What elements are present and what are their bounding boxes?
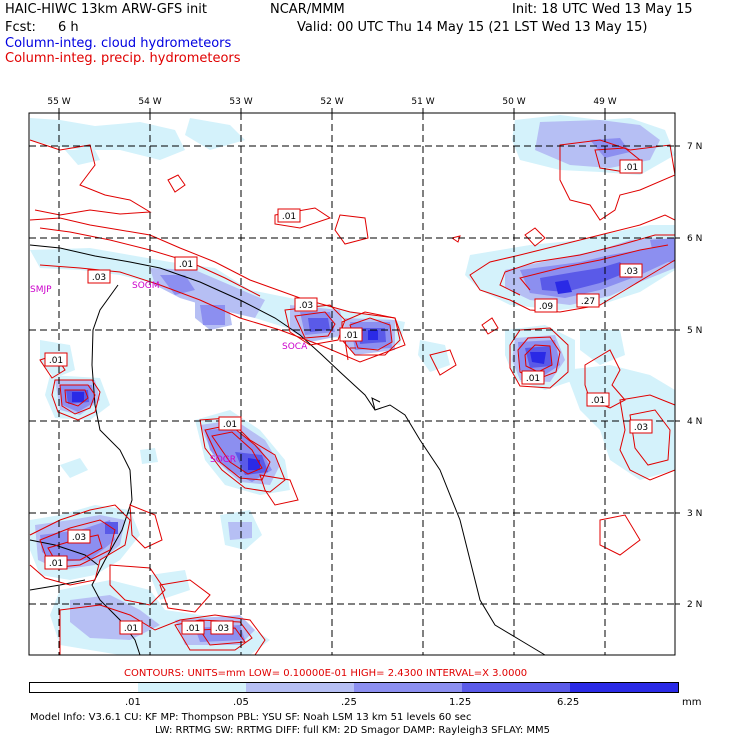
colorbar-segment: [570, 683, 678, 692]
lat-label: 3 N: [687, 509, 702, 519]
legend-precip-hydrometeors: Column-integ. precip. hydrometeors: [5, 51, 241, 66]
contour-value-label: .27: [581, 297, 595, 307]
org-label: NCAR/MMM: [270, 2, 345, 17]
station-label: SOGM: [132, 281, 160, 291]
colorbar-tick-label: 1.25: [449, 697, 472, 708]
contour-value-label: .03: [215, 624, 229, 634]
lat-label: 7 N: [687, 142, 702, 152]
lat-label: 5 N: [687, 326, 702, 336]
init-time: Init: 18 UTC Wed 13 May 15: [512, 2, 693, 17]
contour-label-boxes: [44, 159, 653, 635]
frame-ticks: [58, 108, 680, 605]
contour-value-label: .01: [591, 396, 605, 406]
contour-value-label: .01: [186, 624, 200, 634]
lon-label: 50 W: [502, 97, 525, 107]
contour-value-label: .03: [72, 533, 86, 543]
lon-label: 52 W: [320, 97, 343, 107]
contour-value-label: .01: [124, 624, 138, 634]
colorbar-tick-label: .25: [341, 697, 357, 708]
model-info-line2: LW: RRTMG SW: RRTMG DIFF: full KM: 2D Sm…: [155, 725, 551, 736]
station-label: SOCA: [282, 342, 308, 352]
fcst-value: 6 h: [58, 20, 79, 35]
colorbar-segment: [246, 683, 354, 692]
model-info-line1: Model Info: V3.6.1 CU: KF MP: Thompson P…: [30, 712, 472, 723]
contour-value-label: .03: [634, 423, 648, 433]
contour-value-label: .03: [624, 267, 638, 277]
colorbar-tick-label: .01: [125, 697, 141, 708]
contour-value-label: .01: [49, 356, 63, 366]
lat-label: 6 N: [687, 234, 702, 244]
station-label: SOGR: [210, 455, 236, 465]
coastline: [29, 244, 546, 656]
lat-label: 4 N: [687, 417, 702, 427]
lon-label: 49 W: [593, 97, 616, 107]
contour-value-label: .01: [282, 212, 296, 222]
valid-time: Valid: 00 UTC Thu 14 May 15 (21 LST Wed …: [297, 20, 648, 35]
model-title: HAIC-HIWC 13km ARW-GFS init: [5, 2, 207, 17]
contour-value-label: .01: [179, 260, 193, 270]
lon-label: 55 W: [47, 97, 70, 107]
lon-label: 54 W: [138, 97, 161, 107]
contour-value-label: .01: [344, 331, 358, 341]
map-frame: [28, 112, 676, 656]
contours-info: CONTOURS: UNITS=mm LOW= 0.10000E-01 HIGH…: [124, 668, 528, 679]
colorbar-unit: mm: [682, 697, 702, 708]
colorbar-tick-label: 6.25: [557, 697, 580, 708]
colorbar-tick-label: .05: [233, 697, 249, 708]
colorbar-segment: [138, 683, 246, 692]
contour-value-label: .09: [539, 302, 554, 312]
fcst-label: Fcst:: [5, 20, 36, 35]
legend-cloud-hydrometeors: Column-integ. cloud hydrometeors: [5, 36, 232, 51]
colorbar-segment: [462, 683, 570, 692]
colorbar-segment: [354, 683, 462, 692]
cloud-hydrometeor-fill: [30, 115, 675, 655]
contour-value-label: .03: [299, 301, 313, 311]
contour-value-label: .03: [92, 273, 106, 283]
contour-value-label: .01: [526, 374, 540, 384]
lat-label: 2 N: [687, 600, 702, 610]
contour-value-label: .01: [624, 163, 638, 173]
lon-label: 53 W: [229, 97, 252, 107]
colorbar: [29, 682, 679, 693]
precip-contours: [29, 139, 676, 656]
lon-label: 51 W: [411, 97, 434, 107]
contour-value-label: .01: [49, 559, 63, 569]
station-label: SMJP: [30, 285, 52, 295]
contour-value-label: .01: [223, 420, 237, 430]
colorbar-segment: [30, 683, 138, 692]
